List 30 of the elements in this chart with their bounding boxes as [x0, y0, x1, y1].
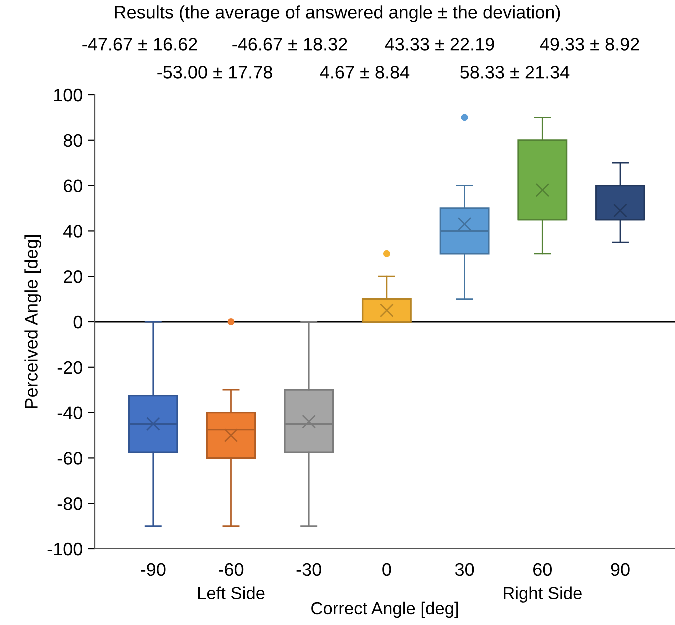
y-tick-label: -60	[58, 452, 82, 465]
text: -47.67 ± 16.62	[82, 38, 198, 51]
text: 49.33 ± 8.92	[540, 38, 640, 51]
y-tick-label: 80	[64, 134, 82, 148]
x-tick-label: 90	[611, 563, 630, 576]
chart-title: Results (the average of answered angle ± the deviation)	[115, 6, 560, 22]
x-tick-label: 0	[382, 563, 392, 576]
y-tick-label: 100	[54, 88, 82, 102]
text: 58.33 ± 21.34	[460, 66, 570, 79]
y-tick-label: 20	[64, 270, 82, 284]
text: Left Side	[198, 586, 265, 600]
y-tick-label: 40	[64, 225, 82, 238]
y-tick-label: -100	[48, 542, 82, 556]
y-tick-label: -40	[58, 406, 82, 420]
text: 43.33 ± 22.19	[385, 38, 494, 51]
x-tick-label: 60	[534, 563, 552, 576]
y-tick-label: 0	[74, 316, 82, 329]
y-tick-label: -20	[58, 361, 82, 374]
text: -46.67 ± 18.32	[232, 38, 348, 51]
text: 4.67 ± 8.84	[320, 66, 410, 79]
x-axis-title: Correct Angle [deg]	[312, 602, 458, 618]
text: -53.00 ± 17.78	[158, 66, 272, 79]
x-tick-label: 30	[455, 563, 474, 576]
y-tick-label: 60	[64, 180, 82, 193]
y-tick-label: -80	[58, 498, 82, 510]
x-tick-label: -90	[141, 563, 166, 576]
x-tick-label: -60	[218, 563, 244, 576]
text: Right Side	[504, 586, 582, 603]
y-axis-title: Perceived Angle [deg]	[24, 235, 42, 408]
x-tick-label: -30	[296, 563, 322, 576]
